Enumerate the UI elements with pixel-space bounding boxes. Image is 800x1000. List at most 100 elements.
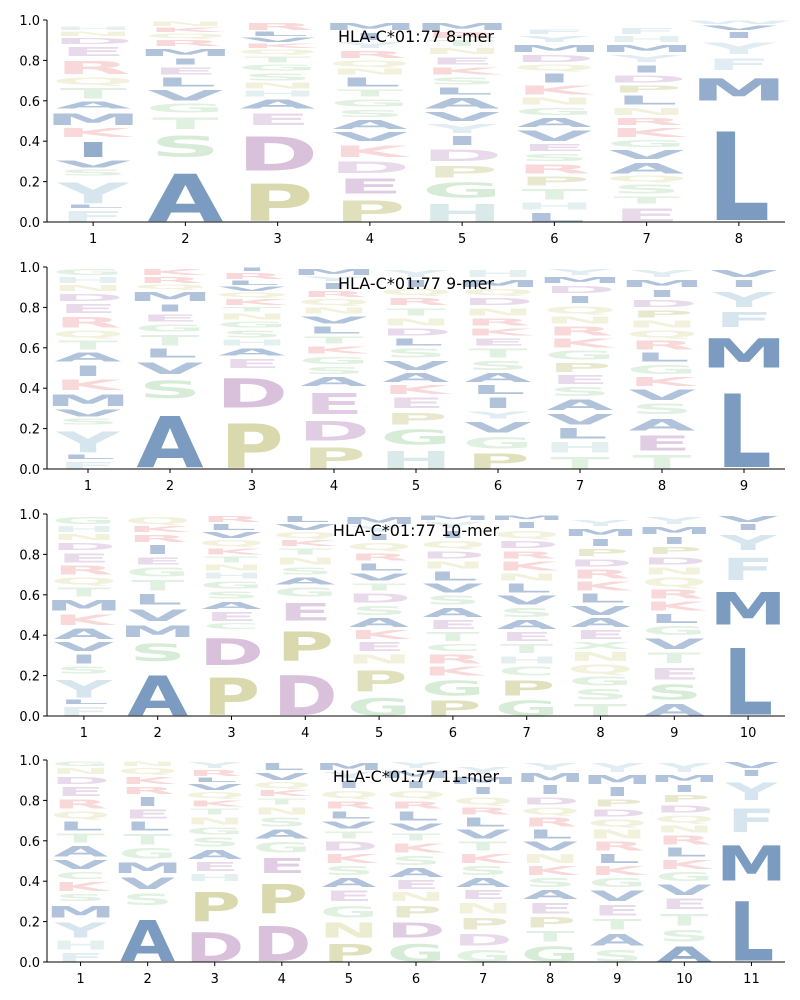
logo-letter: Q — [379, 288, 453, 297]
logo-letter: F — [58, 460, 117, 472]
logo-letter: A — [187, 848, 243, 862]
logo-letter: G — [52, 267, 123, 276]
logo-letter: E — [660, 896, 709, 913]
logo-letter: K — [628, 375, 698, 389]
logo-letter: G — [199, 579, 263, 591]
logo-letter: V — [657, 882, 712, 899]
logo-letter: R — [54, 563, 114, 577]
logo-letter: L — [552, 425, 607, 442]
logo-letter: L — [154, 75, 216, 89]
logo-letter: K — [275, 539, 338, 548]
logo-letter: N — [626, 318, 699, 330]
logo-letter: H — [514, 201, 596, 213]
logo-letter: V — [724, 760, 779, 769]
logo-letter: S — [57, 417, 120, 426]
logo-letter: E — [140, 312, 199, 324]
logo-letter: R — [128, 533, 188, 545]
logo-letter: L — [576, 592, 626, 606]
logo-letter: D — [329, 158, 410, 177]
logo-letter: Q — [252, 781, 312, 790]
logo-letter: G — [330, 98, 410, 110]
logo-letter: L — [528, 828, 573, 842]
logo-letter: G — [380, 425, 451, 449]
logo-letter: S — [303, 365, 366, 377]
logo-letter: T — [574, 701, 628, 720]
logo-letter: E — [57, 551, 110, 565]
logo-letter: M — [690, 73, 787, 108]
logo-letter: Y — [523, 761, 578, 773]
logo-letter: V — [53, 858, 109, 872]
logo-letter: T — [468, 346, 527, 360]
logo-letter: L — [125, 820, 170, 834]
logo-letter: F — [56, 951, 105, 965]
logo-letter: T — [325, 829, 374, 841]
logo-letter: R — [55, 314, 122, 331]
y-tick-label: 0.0 — [19, 216, 40, 231]
logo-letter: M — [137, 47, 234, 59]
logo-letter: Q — [319, 789, 379, 801]
logo-letter: M — [537, 276, 623, 285]
logo-letter: V — [546, 411, 613, 428]
logo-letter: M — [45, 110, 142, 129]
logo-letter: C — [498, 664, 555, 678]
logo-letter: L — [523, 211, 585, 225]
logo-letter: G — [642, 624, 706, 638]
logo-letter: S — [242, 71, 312, 83]
logo-letter: T — [279, 547, 332, 556]
logo-letter: H — [462, 268, 535, 280]
x-tick-label: 4 — [330, 479, 338, 494]
logo-letter: S — [592, 947, 643, 966]
logo-letter: Q — [567, 662, 633, 676]
logo-letter: I — [470, 785, 496, 797]
x-tick-label: 5 — [458, 232, 466, 247]
logo-letter: V — [424, 110, 500, 124]
logo-letter: V — [218, 286, 286, 293]
x-tick-label: 2 — [154, 726, 162, 741]
logo-letter: Y — [657, 761, 711, 775]
logo-letter: D — [347, 592, 412, 606]
logo-letter: H — [51, 939, 110, 953]
logo-letter: E — [56, 785, 105, 799]
logo-letter: S — [659, 927, 710, 946]
logo-letter: S — [335, 108, 405, 120]
x-tick-label: 7 — [576, 479, 584, 494]
logo-letter: E — [574, 628, 627, 642]
logo-letter: N — [52, 31, 134, 38]
logo-letter: K — [590, 864, 649, 878]
logo-letter: Y — [724, 778, 778, 806]
logo-letter: L — [62, 204, 124, 209]
logo-panel-4: FHYMSKCVATLQREDNGASVMGTLEIRKQNDPHEASGNTK… — [19, 754, 786, 987]
logo-letter: A — [523, 888, 579, 902]
logo-letter: G — [607, 138, 687, 150]
x-tick-label: 6 — [550, 232, 558, 247]
logo-letter: M — [598, 43, 695, 55]
logo-letter: Q — [215, 292, 289, 299]
logo-letter: G — [462, 434, 533, 453]
y-tick-label: 0.6 — [19, 835, 40, 850]
logo-letter: Y — [718, 532, 777, 555]
logo-letter: R — [240, 21, 315, 33]
logo-letter: Q — [198, 539, 264, 548]
logo-letter: Q — [51, 328, 125, 340]
x-tick-label: 1 — [84, 479, 92, 494]
y-tick-label: 0.2 — [19, 423, 40, 438]
logo-letter: S — [519, 152, 589, 164]
panel-title: HLA-C*01:77 9-mer — [338, 274, 494, 293]
logo-letter: P — [630, 308, 694, 320]
logo-letter: S — [122, 890, 173, 909]
logo-letter: K — [570, 579, 634, 593]
logo-letter: T — [593, 916, 642, 933]
logo-letter: I — [660, 535, 689, 547]
y-tick-label: 0.4 — [19, 629, 40, 644]
logo-letter: I — [336, 779, 362, 791]
logo-letter: H — [216, 338, 289, 347]
logo-letter: M — [321, 21, 418, 33]
logo-letter: N — [453, 900, 512, 917]
